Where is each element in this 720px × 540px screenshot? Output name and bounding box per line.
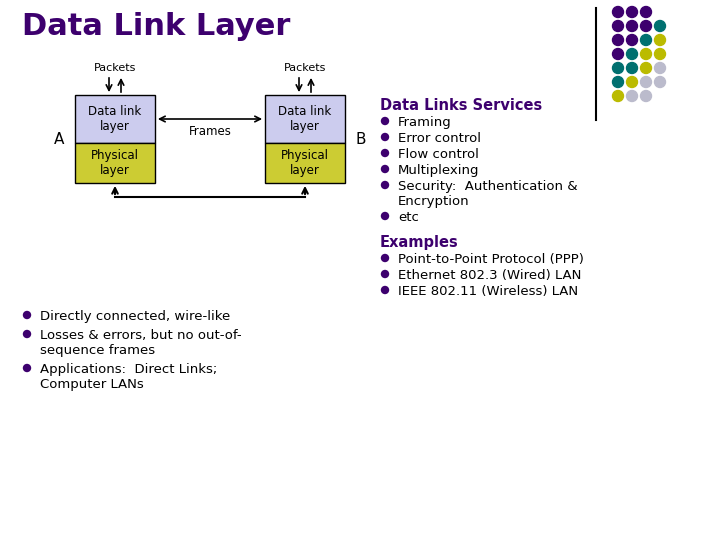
Circle shape (654, 49, 665, 59)
Text: Flow control: Flow control (398, 148, 479, 161)
Text: Directly connected, wire-like: Directly connected, wire-like (40, 310, 230, 323)
Circle shape (613, 21, 624, 31)
Circle shape (382, 150, 389, 157)
Text: Data Link Layer: Data Link Layer (22, 12, 290, 41)
Bar (75, 143, 155, 183)
Circle shape (382, 181, 389, 188)
Circle shape (654, 77, 665, 87)
Bar (265, 95, 345, 143)
Circle shape (613, 35, 624, 45)
Text: Packets: Packets (94, 63, 136, 73)
Text: Point-to-Point Protocol (PPP): Point-to-Point Protocol (PPP) (398, 253, 584, 266)
Circle shape (382, 165, 389, 172)
Text: Applications:  Direct Links;
Computer LANs: Applications: Direct Links; Computer LAN… (40, 363, 217, 391)
Circle shape (382, 254, 389, 261)
Circle shape (641, 91, 652, 102)
Circle shape (641, 63, 652, 73)
Circle shape (641, 35, 652, 45)
Circle shape (626, 21, 637, 31)
Circle shape (626, 77, 637, 87)
Circle shape (626, 63, 637, 73)
Text: Multiplexing: Multiplexing (398, 164, 480, 177)
Text: Data Links Services: Data Links Services (380, 98, 542, 113)
Circle shape (382, 213, 389, 219)
Circle shape (626, 35, 637, 45)
Bar (265, 143, 345, 183)
Text: Data link
layer: Data link layer (89, 105, 142, 133)
Circle shape (613, 91, 624, 102)
Circle shape (641, 49, 652, 59)
Text: Framing: Framing (398, 116, 451, 129)
Text: A: A (54, 132, 64, 146)
Circle shape (24, 312, 30, 319)
Circle shape (641, 21, 652, 31)
Circle shape (626, 6, 637, 17)
Text: Physical
layer: Physical layer (281, 149, 329, 177)
Circle shape (382, 118, 389, 125)
Bar (75, 95, 155, 143)
Text: etc: etc (398, 211, 419, 224)
Text: Security:  Authentication &
Encryption: Security: Authentication & Encryption (398, 180, 577, 208)
Circle shape (382, 133, 389, 140)
Circle shape (613, 6, 624, 17)
Circle shape (613, 49, 624, 59)
Circle shape (641, 6, 652, 17)
Circle shape (613, 63, 624, 73)
Circle shape (24, 330, 30, 338)
Text: Error control: Error control (398, 132, 481, 145)
Circle shape (654, 21, 665, 31)
Circle shape (382, 271, 389, 278)
Circle shape (641, 77, 652, 87)
Text: Frames: Frames (189, 125, 231, 138)
Circle shape (24, 364, 30, 372)
Text: IEEE 802.11 (Wireless) LAN: IEEE 802.11 (Wireless) LAN (398, 285, 578, 298)
Circle shape (613, 77, 624, 87)
Circle shape (654, 35, 665, 45)
Text: B: B (356, 132, 366, 146)
Circle shape (626, 91, 637, 102)
Text: Ethernet 802.3 (Wired) LAN: Ethernet 802.3 (Wired) LAN (398, 269, 581, 282)
Text: Losses & errors, but no out-of-
sequence frames: Losses & errors, but no out-of- sequence… (40, 329, 242, 357)
Circle shape (654, 63, 665, 73)
Text: Data link
layer: Data link layer (279, 105, 332, 133)
Text: Packets: Packets (284, 63, 326, 73)
Circle shape (382, 287, 389, 294)
Text: Examples: Examples (380, 235, 459, 250)
Circle shape (626, 49, 637, 59)
Text: Physical
layer: Physical layer (91, 149, 139, 177)
